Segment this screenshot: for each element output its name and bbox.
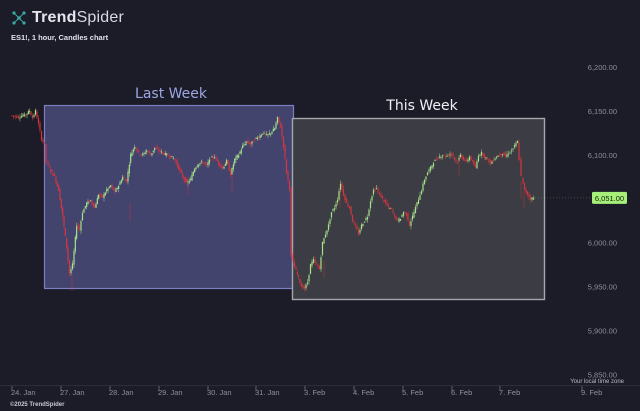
x-axis-tick-label: 28. Jan (109, 388, 134, 397)
last-price-tag (592, 191, 627, 204)
y-axis-tick-label: 5,950.00 (588, 283, 617, 292)
trendspider-logo-icon (12, 11, 26, 25)
x-axis-tick-label: 5. Feb (402, 388, 423, 397)
x-axis-tick-label: 30. Jan (207, 388, 232, 397)
copyright-text: ©2025 TrendSpider (10, 402, 65, 408)
chart-subtitle: ES1!, 1 hour, Candles chart (11, 33, 109, 42)
x-axis-tick-label: 9. Feb (581, 388, 602, 397)
trendspider-logo: TrendSpider (11, 9, 124, 27)
y-axis-tick-label: 6,200.00 (588, 63, 617, 72)
y-axis-tick-label: 6,150.00 (588, 107, 617, 116)
x-axis-tick-label: 31. Jan (255, 388, 280, 397)
last-week-box[interactable] (43, 104, 295, 290)
brand-name: TrendSpider (32, 9, 125, 26)
x-axis-tick-label: 6. Feb (451, 388, 472, 397)
this-week-label: This Week (385, 98, 458, 114)
x-axis-tick-label: 7. Feb (499, 388, 520, 397)
timezone-note: Your local time zone (570, 379, 624, 385)
this-week-box[interactable] (291, 117, 546, 301)
y-axis-tick-label: 5,850.00 (588, 371, 617, 380)
x-axis-tick-label: 24. Jan (11, 388, 36, 397)
y-axis-tick-label: 6,100.00 (588, 151, 617, 160)
x-axis-tick-label: 29. Jan (158, 388, 183, 397)
y-axis-tick-label: 6,000.00 (588, 239, 617, 248)
x-axis-tick-label: 4. Feb (353, 388, 374, 397)
last-week-label: Last Week (135, 86, 208, 102)
x-axis-tick-label: 3. Feb (304, 388, 325, 397)
x-axis-tick-label: 27. Jan (60, 388, 85, 397)
y-axis-tick-label: 5,900.00 (588, 327, 617, 336)
last-price-label: 6,051.00 (595, 194, 624, 203)
